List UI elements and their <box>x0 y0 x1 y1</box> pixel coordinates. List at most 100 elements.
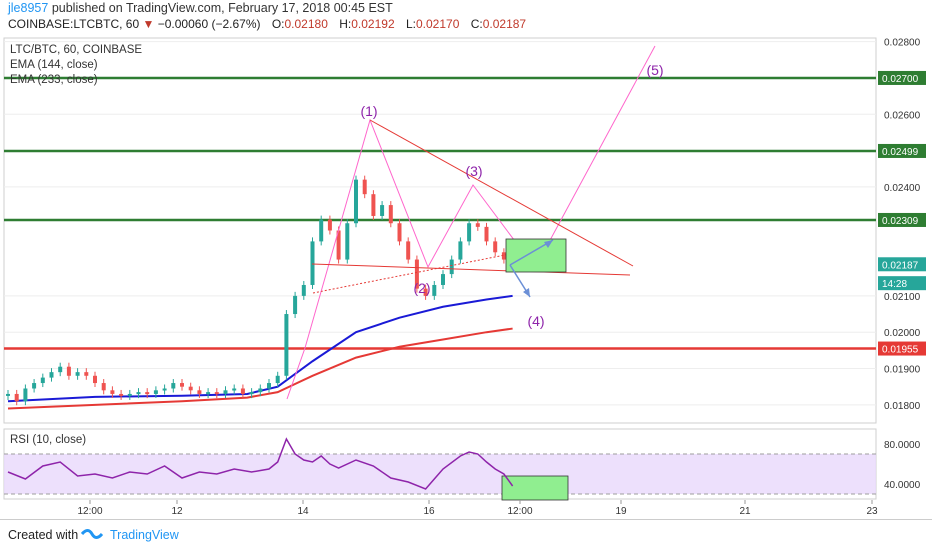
legend-ema233: EMA (233, close) <box>10 74 98 86</box>
x-tick-label: 12:00 <box>507 506 532 517</box>
legend-ema144: EMA (144, close) <box>10 59 98 71</box>
open-label: O: <box>271 17 285 31</box>
main-pane <box>3 37 877 424</box>
price-tag-label: 0.02187 <box>882 260 919 271</box>
candle-body <box>58 366 63 373</box>
publish-info: jle8957 published on TradingView.com, Fe… <box>8 1 393 15</box>
candle-body <box>310 241 315 285</box>
candles <box>6 175 515 406</box>
rsi-series-line <box>7 437 514 490</box>
y-tick-label: 0.02000 <box>884 328 921 339</box>
candle-body <box>14 393 19 402</box>
arrowhead-up-icon <box>544 240 553 248</box>
candle-body <box>267 383 271 389</box>
candle-body <box>319 219 324 242</box>
candle-body <box>336 230 341 260</box>
created-with-text: Created with <box>8 528 79 542</box>
candle-body <box>362 179 367 195</box>
candle-body <box>240 388 245 394</box>
candle-body <box>75 372 80 376</box>
wave-label-3: (3) <box>465 163 482 179</box>
rsi-tick-label: 40.0000 <box>884 480 921 491</box>
price-tag <box>878 341 926 356</box>
down-triangle-icon: ▼ <box>142 17 155 31</box>
candle-body <box>380 205 385 216</box>
candle-body <box>232 388 237 391</box>
candle-body <box>275 375 280 384</box>
ema233-line <box>7 327 513 410</box>
open-value: 0.02180 <box>284 17 328 31</box>
candle-body <box>66 366 71 376</box>
y-tick-label: 0.01900 <box>884 365 921 376</box>
candle-body <box>119 393 124 396</box>
price-tag-label: 0.01955 <box>882 345 919 356</box>
candle-body <box>458 241 463 260</box>
candle-body <box>162 388 167 391</box>
tradingview-link[interactable]: TradingView <box>110 528 179 542</box>
author-link[interactable]: jle8957 <box>8 1 49 15</box>
time-axis: 12:00 12 14 16 12:00 19 21 23 <box>77 500 878 517</box>
price-tag <box>878 70 926 85</box>
candle-body <box>249 392 254 395</box>
candle-body <box>441 274 445 285</box>
candle-body <box>475 223 480 227</box>
symbol-label: COINBASE:LTCBTC, 60 <box>8 17 140 31</box>
price-chart-svg[interactable]: (1) (2) (3) (4) (5) 0.02800 0.02600 0.0240… <box>0 34 932 518</box>
high-label: H: <box>339 17 352 31</box>
ema144-line <box>7 294 513 403</box>
y-tick-label: 0.01800 <box>884 401 921 412</box>
y-tick-label: 0.02400 <box>884 183 921 194</box>
triangle-lower-line <box>311 263 631 276</box>
price-tag <box>878 143 926 158</box>
candle-body <box>145 392 150 395</box>
wave-labels: (1) (2) (3) (4) (5) <box>360 62 663 329</box>
dotted-trend-line <box>312 251 521 294</box>
tradingview-logo-icon <box>80 529 104 539</box>
chart-area[interactable]: (1) (2) (3) (4) (5) 0.02800 0.02600 0.0240… <box>0 34 932 518</box>
candle-body <box>432 284 437 296</box>
candle-body <box>293 295 298 315</box>
main-price-axis: 0.02800 0.02600 0.02400 0.02100 0.02000 0.019… <box>878 38 926 412</box>
close-value: 0.02187 <box>482 17 527 31</box>
candle-body <box>101 383 106 391</box>
candle-body <box>180 383 184 387</box>
price-tag <box>878 257 926 272</box>
rsi-target-box <box>501 475 569 501</box>
x-tick-label: 12 <box>171 506 183 517</box>
candle-body <box>501 252 506 260</box>
candle-body <box>84 372 89 376</box>
y-tick-label: 0.02600 <box>884 110 921 121</box>
candle-body <box>127 393 132 396</box>
footer: Created with TradingView <box>0 519 932 551</box>
ohlc-bar: COINBASE:LTCBTC, 60 ▼ −0.00060 (−2.67%) … <box>8 17 526 31</box>
header: jle8957 published on TradingView.com, Fe… <box>0 0 932 34</box>
y-tick-label: 0.02100 <box>884 292 921 303</box>
candle-body <box>23 388 28 402</box>
triangle-upper-line <box>369 119 634 267</box>
x-tick-label: 21 <box>739 506 751 517</box>
drawings <box>286 45 656 400</box>
candle-body <box>6 393 10 396</box>
candle-body <box>449 259 454 275</box>
candle-body <box>40 377 45 384</box>
x-tick-label: 16 <box>423 506 435 517</box>
candle-body <box>467 223 472 242</box>
candle-body <box>406 241 411 260</box>
x-tick-label: 12:00 <box>77 506 102 517</box>
candle-body <box>206 392 211 395</box>
candle-body <box>327 219 332 231</box>
candle-body <box>49 372 54 378</box>
candle-body <box>32 383 37 389</box>
candle-body <box>136 392 141 395</box>
candle-body <box>197 390 202 394</box>
price-tag <box>878 212 926 227</box>
price-tag-label: 14:28 <box>882 279 907 290</box>
candle-body <box>214 392 219 395</box>
rsi-line <box>7 437 514 490</box>
wave-label-1: (1) <box>360 103 377 119</box>
price-tag-label: 0.02309 <box>882 216 919 227</box>
candle-body <box>493 241 498 253</box>
candle-body <box>484 226 489 242</box>
candle-body <box>223 390 228 394</box>
main-grid <box>4 41 876 406</box>
